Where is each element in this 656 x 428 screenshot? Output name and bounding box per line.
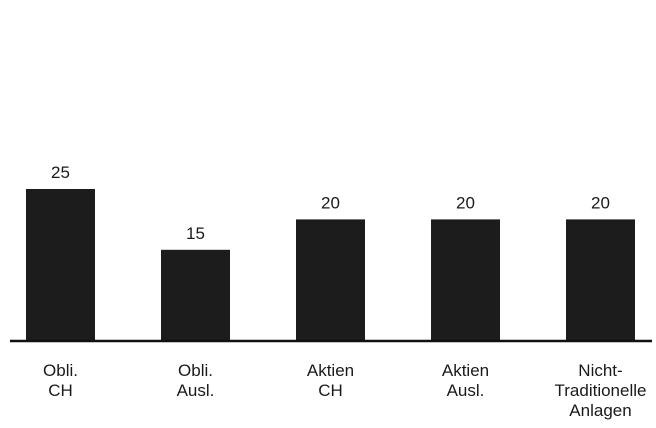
category-label-0-line-1: CH	[48, 381, 73, 400]
bar-4	[566, 219, 635, 341]
category-label-1-line-0: Obli.	[178, 361, 213, 380]
category-label-4: Nicht-Traditionelle Anlagen	[555, 361, 647, 420]
bar-0	[26, 189, 95, 341]
category-label-4-line-2: Anlagen	[569, 401, 631, 420]
category-label-2: Aktien CH	[307, 361, 354, 400]
category-label-4-line-0: Nicht-	[578, 361, 622, 380]
category-label-4-line-1: Traditionelle	[555, 381, 647, 400]
bar-1	[161, 249, 230, 341]
category-label-0-line-0: Obli.	[43, 361, 78, 380]
value-label-0: 25	[51, 163, 70, 182]
category-label-1: Obli. Ausl.	[177, 361, 215, 400]
category-label-0: Obli. CH	[43, 361, 78, 400]
bars-group	[26, 189, 635, 341]
bar-3	[431, 219, 500, 341]
value-labels-group: 25 15 20 20 20	[51, 163, 610, 243]
category-label-3: Aktien Ausl.	[442, 361, 489, 400]
value-label-3: 20	[456, 193, 475, 212]
value-label-1: 15	[186, 224, 205, 243]
category-label-3-line-0: Aktien	[442, 361, 489, 380]
category-label-3-line-1: Ausl.	[447, 381, 485, 400]
category-label-1-line-1: Ausl.	[177, 381, 215, 400]
value-label-2: 20	[321, 193, 340, 212]
value-label-4: 20	[591, 193, 610, 212]
category-label-2-line-1: CH	[318, 381, 343, 400]
bar-2	[296, 219, 365, 341]
category-label-2-line-0: Aktien	[307, 361, 354, 380]
